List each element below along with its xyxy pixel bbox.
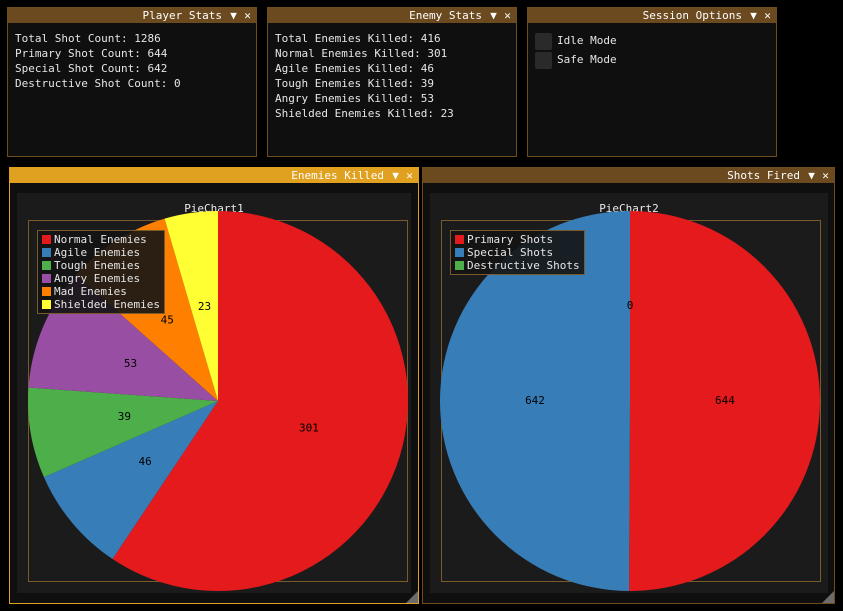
player-stats-titlebar[interactable]: Player Stats ▼ ✕ xyxy=(8,8,256,23)
idle-mode-checkbox[interactable] xyxy=(535,32,552,50)
close-icon[interactable]: ✕ xyxy=(764,9,771,22)
idle-mode-option[interactable]: Idle Mode xyxy=(535,32,617,50)
total-enemies-killed: Total Enemies Killed: 416 xyxy=(275,32,441,45)
window-title: Session Options xyxy=(642,9,742,22)
legend-item-shielded-enemies[interactable]: Shielded Enemies xyxy=(42,298,160,311)
legend-item-primary-shots[interactable]: Primary Shots xyxy=(455,233,580,246)
pie-slice-agile-enemies xyxy=(43,401,218,560)
slice-value-label-normal-enemies: 301 xyxy=(299,422,319,435)
enemy-stats-window[interactable]: Enemy Stats ▼ ✕ Total Enemies Killed: 41… xyxy=(267,7,517,157)
normal-enemies-killed: Normal Enemies Killed: 301 xyxy=(275,47,448,60)
legend-swatch xyxy=(455,235,464,244)
window-title: Player Stats xyxy=(142,9,222,22)
legend-swatch xyxy=(455,248,464,257)
chart-legend[interactable]: Normal Enemies Agile Enemies Tough Enemies… xyxy=(37,230,165,314)
close-icon[interactable]: ✕ xyxy=(244,9,251,22)
pie-slice-primary-shots xyxy=(629,211,820,591)
collapse-icon[interactable]: ▼ xyxy=(230,9,237,22)
collapse-icon[interactable]: ▼ xyxy=(808,169,815,182)
legend-item-agile-enemies[interactable]: Agile Enemies xyxy=(42,246,160,259)
piechart1-plot[interactable]: PieChart1 301 46 39 53 45 23 Normal Enemies Ag… xyxy=(17,193,411,593)
shots-fired-titlebar[interactable]: Shots Fired ▼ ✕ xyxy=(423,168,834,183)
legend-label: Angry Enemies xyxy=(54,272,141,285)
tough-enemies-killed: Tough Enemies Killed: 39 xyxy=(275,77,434,90)
special-shot-count: Special Shot Count: 642 xyxy=(15,62,168,75)
shielded-enemies-killed: Shielded Enemies Killed: 23 xyxy=(275,107,454,120)
angry-enemies-killed: Angry Enemies Killed: 53 xyxy=(275,92,434,105)
legend-swatch xyxy=(42,274,51,283)
slice-value-label-shielded-enemies: 23 xyxy=(198,300,211,313)
legend-label: Agile Enemies xyxy=(54,246,141,259)
session-options-titlebar[interactable]: Session Options ▼ ✕ xyxy=(528,8,776,23)
legend-item-normal-enemies[interactable]: Normal Enemies xyxy=(42,233,160,246)
legend-swatch xyxy=(42,248,51,257)
collapse-icon[interactable]: ▼ xyxy=(750,9,757,22)
pie-slice-normal-enemies xyxy=(112,211,408,591)
agile-enemies-killed: Agile Enemies Killed: 46 xyxy=(275,62,434,75)
session-options-window[interactable]: Session Options ▼ ✕ Idle Mode Safe Mode xyxy=(527,7,777,157)
legend-item-tough-enemies[interactable]: Tough Enemies xyxy=(42,259,160,272)
legend-swatch xyxy=(455,261,464,270)
slice-value-label-tough-enemies: 39 xyxy=(118,410,131,423)
piechart2-plot[interactable]: PieChart2 644 642 0 Primary Shots Special S… xyxy=(430,193,828,593)
legend-item-special-shots[interactable]: Special Shots xyxy=(455,246,580,259)
slice-value-label-mad-enemies: 45 xyxy=(161,314,174,327)
pie-slice-shielded-enemies xyxy=(164,211,218,401)
shots-fired-window[interactable]: Shots Fired ▼ ✕ PieChart2 644 642 0 Primar… xyxy=(422,167,835,604)
window-title: Enemy Stats xyxy=(409,9,482,22)
safe-mode-label: Safe Mode xyxy=(557,53,617,66)
window-title: Enemies Killed xyxy=(291,169,384,182)
primary-shot-count: Primary Shot Count: 644 xyxy=(15,47,168,60)
enemy-stats-list: Total Enemies Killed: 416 Normal Enemies… xyxy=(275,31,454,121)
enemies-killed-window[interactable]: Enemies Killed ▼ ✕ PieChart1 301 46 39 53 45… xyxy=(9,167,419,604)
legend-label: Mad Enemies xyxy=(54,285,127,298)
window-title: Shots Fired xyxy=(727,169,800,182)
destructive-shot-count: Destructive Shot Count: 0 xyxy=(15,77,181,90)
legend-label: Tough Enemies xyxy=(54,259,141,272)
pie-slice-tough-enemies xyxy=(27,387,218,478)
legend-label: Normal Enemies xyxy=(54,233,147,246)
legend-label: Special Shots xyxy=(467,246,554,259)
chart-legend[interactable]: Primary Shots Special Shots Destructive Sh… xyxy=(450,230,585,275)
safe-mode-checkbox[interactable] xyxy=(535,51,552,69)
idle-mode-label: Idle Mode xyxy=(557,34,617,47)
slice-value-label-angry-enemies: 53 xyxy=(124,357,137,370)
resize-grip[interactable] xyxy=(406,591,418,603)
collapse-icon[interactable]: ▼ xyxy=(392,169,399,182)
close-icon[interactable]: ✕ xyxy=(822,169,829,182)
slice-value-label-destructive-shots: 0 xyxy=(627,299,634,312)
player-stats-window[interactable]: Player Stats ▼ ✕ Total Shot Count: 1286 … xyxy=(7,7,257,157)
legend-swatch xyxy=(42,287,51,296)
legend-label: Primary Shots xyxy=(467,233,554,246)
slice-value-label-special-shots: 642 xyxy=(525,394,545,407)
legend-swatch xyxy=(42,300,51,309)
legend-item-destructive-shots[interactable]: Destructive Shots xyxy=(455,259,580,272)
legend-label: Shielded Enemies xyxy=(54,298,160,311)
player-stats-list: Total Shot Count: 1286 Primary Shot Coun… xyxy=(15,31,181,91)
collapse-icon[interactable]: ▼ xyxy=(490,9,497,22)
legend-item-mad-enemies[interactable]: Mad Enemies xyxy=(42,285,160,298)
legend-item-angry-enemies[interactable]: Angry Enemies xyxy=(42,272,160,285)
total-shot-count: Total Shot Count: 1286 xyxy=(15,32,161,45)
legend-label: Destructive Shots xyxy=(467,259,580,272)
close-icon[interactable]: ✕ xyxy=(504,9,511,22)
enemies-killed-titlebar[interactable]: Enemies Killed ▼ ✕ xyxy=(10,168,418,183)
pie-slice-special-shots xyxy=(439,210,630,591)
safe-mode-option[interactable]: Safe Mode xyxy=(535,51,617,69)
slice-value-label-agile-enemies: 46 xyxy=(139,455,152,468)
legend-swatch xyxy=(42,261,51,270)
slice-value-label-primary-shots: 644 xyxy=(715,394,735,407)
resize-grip[interactable] xyxy=(822,591,834,603)
legend-swatch xyxy=(42,235,51,244)
piechart2-svg: 644 642 0 xyxy=(439,210,820,591)
enemy-stats-titlebar[interactable]: Enemy Stats ▼ ✕ xyxy=(268,8,516,23)
close-icon[interactable]: ✕ xyxy=(406,169,413,182)
